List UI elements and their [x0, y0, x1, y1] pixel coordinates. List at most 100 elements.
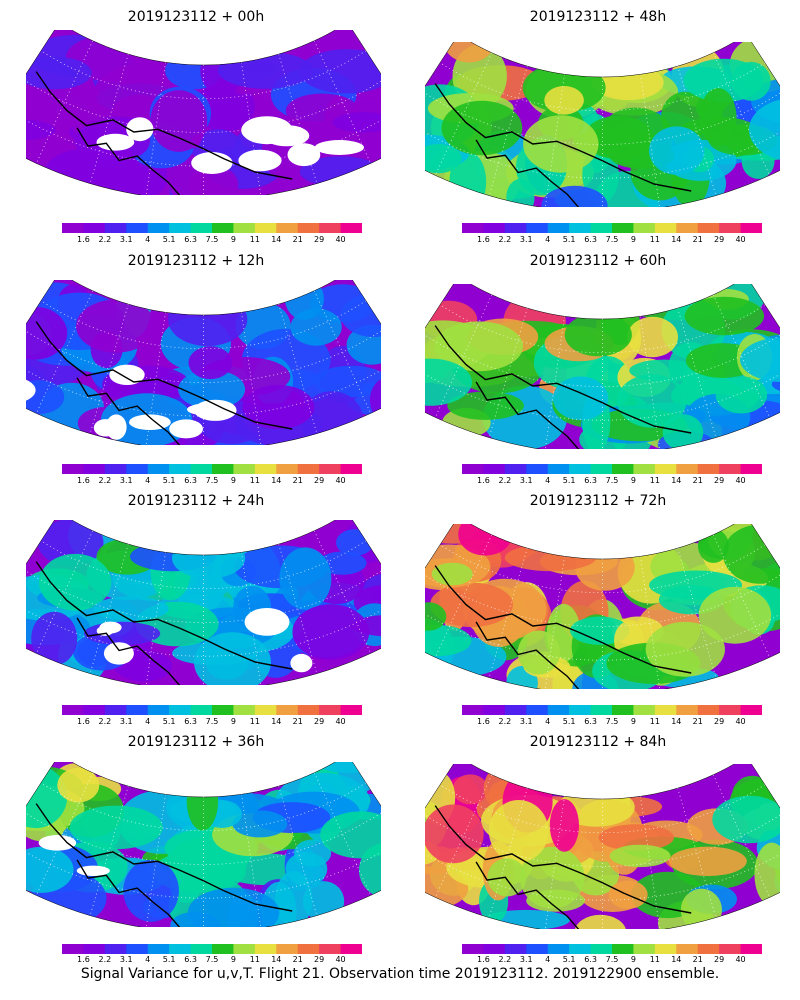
colorbar-swatch — [697, 223, 720, 233]
colorbar-swatch — [190, 944, 213, 954]
colorbar-swatch — [62, 705, 84, 715]
colorbar-48h — [462, 223, 762, 233]
map-panel-36h — [26, 762, 381, 927]
longitude-line — [35, 772, 94, 896]
longitude-line — [712, 52, 771, 176]
colorbar-swatch — [190, 705, 213, 715]
colorbar-swatch — [319, 705, 342, 715]
colorbar-tick-label: 3.1 — [119, 717, 133, 726]
longitude-line — [677, 66, 717, 196]
colorbar-swatch — [104, 705, 127, 715]
colorbar-swatch — [147, 944, 170, 954]
map-border — [425, 524, 780, 689]
colorbar-swatch — [297, 223, 320, 233]
field-contour — [77, 637, 114, 667]
colorbar-swatch — [676, 223, 699, 233]
colorbar-tick-label: 6.3 — [184, 235, 197, 244]
longitude-line — [89, 54, 129, 184]
colorbar-swatch — [169, 705, 192, 715]
field-contour — [506, 178, 535, 207]
colorbar-swatch — [212, 944, 234, 954]
colorbar-tick-label: 29 — [314, 476, 325, 485]
colorbar-tick-label: 4 — [545, 955, 551, 964]
colorbar-swatch — [83, 464, 106, 474]
longitude-line — [241, 552, 262, 685]
colorbar-tick-label: 14 — [671, 476, 682, 485]
colorbar-tick-label: 9 — [630, 955, 636, 964]
field-contour — [425, 804, 484, 864]
colorbar-swatch — [254, 705, 277, 715]
colorbar-swatch — [126, 705, 149, 715]
colorbar-tick-label: 14 — [271, 955, 282, 964]
colorbar-tick-label: 29 — [314, 235, 325, 244]
map-panel-24h — [26, 520, 381, 685]
colorbar-swatch — [526, 464, 549, 474]
colorbar-swatch — [83, 223, 106, 233]
colorbar-swatch — [62, 464, 84, 474]
colorbar-tick-label: 11 — [649, 235, 660, 244]
colorbar-tick-label: 11 — [649, 476, 660, 485]
map-border — [425, 284, 780, 449]
map-panel-60h — [425, 284, 780, 449]
colorbar-tick-label: 9 — [230, 717, 236, 726]
colorbar-tick-label: 11 — [249, 235, 260, 244]
colorbar-swatch — [147, 705, 170, 715]
colorbar-swatch — [104, 223, 127, 233]
field-contour — [575, 544, 635, 591]
colorbar-tick-label: 3.1 — [119, 235, 133, 244]
missing-data-area — [93, 419, 118, 437]
longitude-line — [145, 312, 166, 445]
missing-data-area — [191, 152, 233, 174]
colorbar-swatch — [526, 223, 549, 233]
colorbar-tick-label: 14 — [271, 235, 282, 244]
coastline — [434, 805, 692, 914]
colorbar-tick-label: 7.5 — [605, 476, 619, 485]
coastline — [475, 621, 581, 689]
colorbar-swatch — [83, 705, 106, 715]
colorbar-tick-label: 4 — [145, 955, 151, 964]
map-panel-00h — [26, 30, 381, 195]
longitude-line — [677, 788, 717, 918]
field-contour — [57, 767, 100, 803]
colorbar-swatch — [147, 464, 170, 474]
colorbar-tick-label: 11 — [649, 955, 660, 964]
colorbar-swatch — [569, 705, 592, 715]
field-contour — [84, 621, 161, 646]
colorbar-tick-label: 6.3 — [584, 476, 597, 485]
figure-caption: Signal Variance for u,v,T. Flight 21. Ob… — [80, 966, 720, 982]
colorbar-swatch — [590, 464, 613, 474]
colorbar-swatch — [547, 944, 570, 954]
missing-data-area — [109, 364, 145, 385]
colorbar-tick-label: 7.5 — [205, 476, 219, 485]
colorbar-swatch — [276, 223, 299, 233]
colorbar-swatch — [654, 705, 677, 715]
longitude-line — [313, 772, 372, 896]
field-contour — [425, 358, 472, 406]
colorbar-tick-label: 5.1 — [562, 955, 576, 964]
colorbar-swatch — [612, 464, 634, 474]
longitude-line — [544, 796, 565, 929]
field-contour — [178, 370, 246, 409]
colorbar-tick-label: 2.2 — [498, 717, 512, 726]
panel-title-00h: 2019123112 + 00h — [127, 9, 265, 25]
colorbar-swatch — [676, 705, 699, 715]
colorbar-tick-label: 1.6 — [477, 955, 490, 964]
coastline — [434, 565, 692, 674]
field-contour — [93, 596, 169, 621]
field-contour — [699, 88, 737, 146]
colorbar-60h — [462, 464, 762, 474]
colorbar-tick-label: 29 — [714, 235, 725, 244]
panel-title-84h: 2019123112 + 84h — [529, 734, 667, 750]
colorbar-tick-label: 7.5 — [605, 717, 619, 726]
colorbar-swatch — [590, 705, 613, 715]
longitude-line — [145, 62, 166, 195]
colorbar-swatch — [126, 944, 149, 954]
field-contour — [712, 795, 780, 844]
missing-data-area — [241, 121, 265, 140]
field-contour — [487, 858, 527, 897]
field-contour — [167, 292, 248, 347]
colorbar-swatch — [104, 944, 127, 954]
colorbar-swatch — [654, 944, 677, 954]
field-contour — [187, 887, 280, 927]
map-border — [26, 30, 381, 195]
